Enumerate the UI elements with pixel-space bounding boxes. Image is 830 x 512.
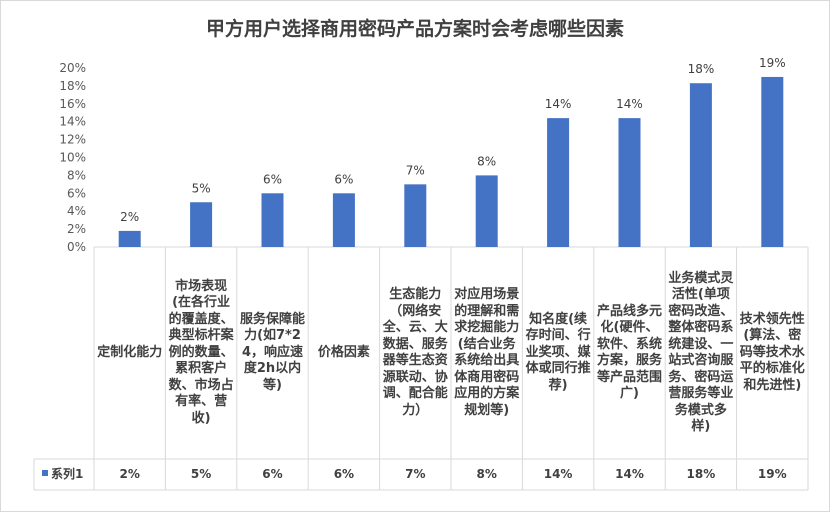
- data-label: 14%: [616, 97, 643, 111]
- y-tick-label: 10%: [59, 151, 86, 165]
- y-tick-label: 6%: [67, 186, 86, 200]
- data-label: 18%: [688, 62, 715, 76]
- y-tick-label: 12%: [59, 133, 86, 147]
- category-label: 对应用场景的理解和需求挖掘能力(结合业务系统给出具体商用密码应用的方案规划等): [454, 287, 520, 418]
- data-label: 5%: [192, 181, 211, 195]
- data-label: 8%: [477, 154, 496, 168]
- legend-label: 系列1: [51, 467, 84, 481]
- legend-key: [42, 470, 48, 476]
- table-value: 5%: [190, 467, 212, 481]
- category-label: 服务保障能力(如7*24，响应速度2h以内等): [239, 311, 305, 393]
- category-label: 市场表现(在各行业的覆盖度、典型标杆案例的数量、累积客户数、市场占有率、营收): [168, 278, 234, 426]
- y-tick-label: 16%: [59, 97, 86, 111]
- y-tick-label: 14%: [59, 115, 86, 129]
- data-label: 19%: [759, 56, 786, 70]
- bar: [118, 230, 141, 247]
- y-tick-label: 2%: [67, 222, 86, 236]
- table-value: 14%: [543, 467, 573, 481]
- bar: [618, 118, 641, 248]
- data-label: 14%: [545, 97, 572, 111]
- data-label: 7%: [406, 163, 425, 177]
- y-tick-label: 0%: [67, 240, 86, 254]
- table-value: 6%: [333, 467, 355, 481]
- table-value: 2%: [119, 467, 140, 481]
- category-label: 产品线多元化(硬件、软件、系统方案，服务等产品范围广): [596, 303, 662, 402]
- chart-title: 甲方用户选择商用密码产品方案时会考虑哪些因素: [205, 18, 624, 40]
- category-label: 知名度(续存时间、行业奖项、媒体或同行推荐): [525, 311, 591, 393]
- table-value: 7%: [405, 467, 426, 481]
- bar: [332, 193, 355, 247]
- y-tick-label: 8%: [67, 168, 86, 182]
- category-label: 技术领先性(算法、密码等技术水平的标准化和先进性): [739, 311, 805, 393]
- category-label: 生态能力（网络安全、云、大数据、服务器等生态资源联动、协调、配合能力）: [382, 287, 448, 418]
- data-label: 6%: [334, 172, 353, 186]
- bar: [261, 193, 284, 247]
- category-label: 业务模式灵活性(单项密码改造、整体密码系统建设、一站式咨询服务、密码运营服务等业…: [668, 270, 734, 435]
- bar: [190, 202, 213, 247]
- y-tick-label: 20%: [59, 61, 86, 75]
- category-label: 价格因素: [317, 344, 370, 360]
- table-value: 19%: [757, 467, 787, 481]
- data-label: 6%: [263, 172, 282, 186]
- table-value: 8%: [476, 467, 497, 481]
- bar: [761, 76, 784, 247]
- bar: [689, 83, 712, 247]
- category-label: 定制化能力: [97, 344, 163, 360]
- bar: [404, 184, 427, 247]
- table-value: 18%: [686, 467, 716, 481]
- y-tick-label: 4%: [67, 204, 86, 218]
- data-label: 2%: [120, 210, 139, 224]
- table-value: 14%: [615, 467, 644, 481]
- y-tick-label: 18%: [59, 79, 86, 93]
- table-value: 6%: [262, 467, 283, 481]
- bar: [547, 118, 570, 248]
- bar: [475, 175, 498, 247]
